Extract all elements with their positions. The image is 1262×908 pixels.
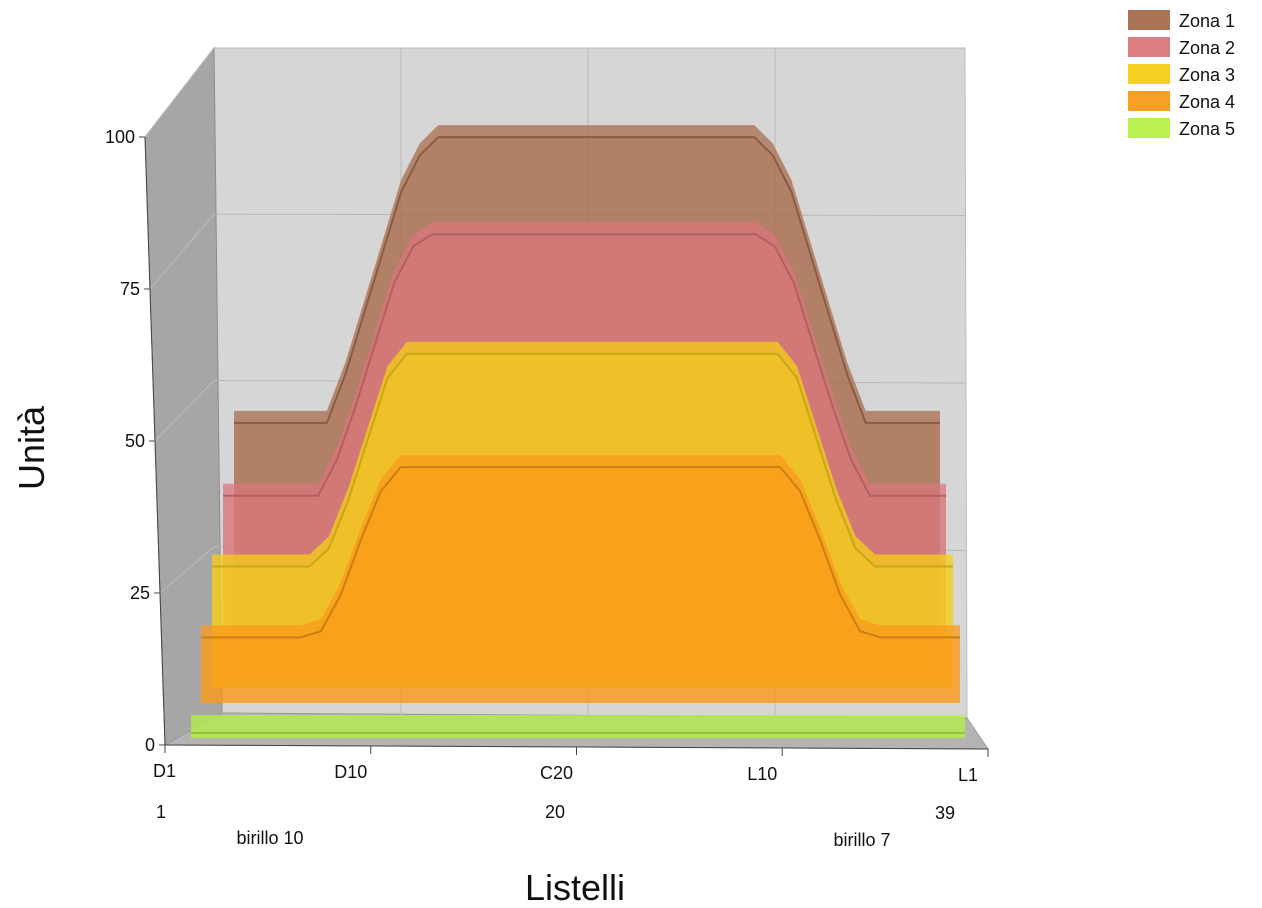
x-tick-label: L1 <box>958 765 978 785</box>
y-tick-label: 50 <box>125 431 145 451</box>
series-band-4 <box>201 455 960 703</box>
x-index-label: 39 <box>935 803 955 823</box>
series-top-face <box>223 222 946 496</box>
series-bands <box>191 125 965 738</box>
series-band-5 <box>191 715 965 738</box>
x-tick-label: D1 <box>153 761 176 781</box>
x-tick-label: L10 <box>747 764 777 784</box>
x-index-label: 20 <box>545 802 565 822</box>
series-edge <box>223 233 946 497</box>
series-edge <box>201 466 960 639</box>
x-axis: D1 D10 C20 L10 L1 1 20 39 birillo 10 birillo 7 <box>153 744 989 850</box>
y-tick-label: 25 <box>130 583 150 603</box>
legend-label: Zona 5 <box>1179 119 1235 139</box>
legend-label: Zona 2 <box>1179 38 1235 58</box>
series-edge <box>234 136 940 424</box>
side-wall-gridline <box>149 213 215 290</box>
legend-swatch <box>1128 118 1170 138</box>
legend-label: Zona 4 <box>1179 92 1235 112</box>
side-wall-gridline <box>159 546 215 594</box>
x-index-label: 1 <box>156 802 166 822</box>
y-tick-label: 0 <box>145 735 155 755</box>
legend-label: Zona 3 <box>1179 65 1235 85</box>
y-axis-title: Unità <box>11 405 52 490</box>
series-front-face <box>201 467 960 703</box>
x-tick-label: C20 <box>540 763 573 783</box>
y-tick-label: 100 <box>105 127 135 147</box>
legend-swatch <box>1128 37 1170 57</box>
series-top-face <box>191 715 965 733</box>
side-wall-gridline <box>154 380 215 442</box>
legend-label: Zona 1 <box>1179 11 1235 31</box>
x-axis-title: Listelli <box>525 867 625 908</box>
legend: Zona 1 Zona 2 Zona 3 Zona 4 Zona 5 <box>1128 10 1235 139</box>
y-tick-label: 75 <box>120 279 140 299</box>
series-edge <box>212 352 953 568</box>
series-top-face <box>212 341 953 567</box>
y-axis: 0 25 50 75 100 <box>105 127 166 755</box>
series-front-face <box>191 733 965 738</box>
legend-swatch <box>1128 64 1170 84</box>
x-annotation: birillo 10 <box>236 828 303 848</box>
side-wall-gridline <box>144 47 215 138</box>
legend-swatch <box>1128 91 1170 111</box>
legend-swatch <box>1128 10 1170 30</box>
x-tick-label: D10 <box>334 762 367 782</box>
x-annotation: birillo 7 <box>833 830 890 850</box>
